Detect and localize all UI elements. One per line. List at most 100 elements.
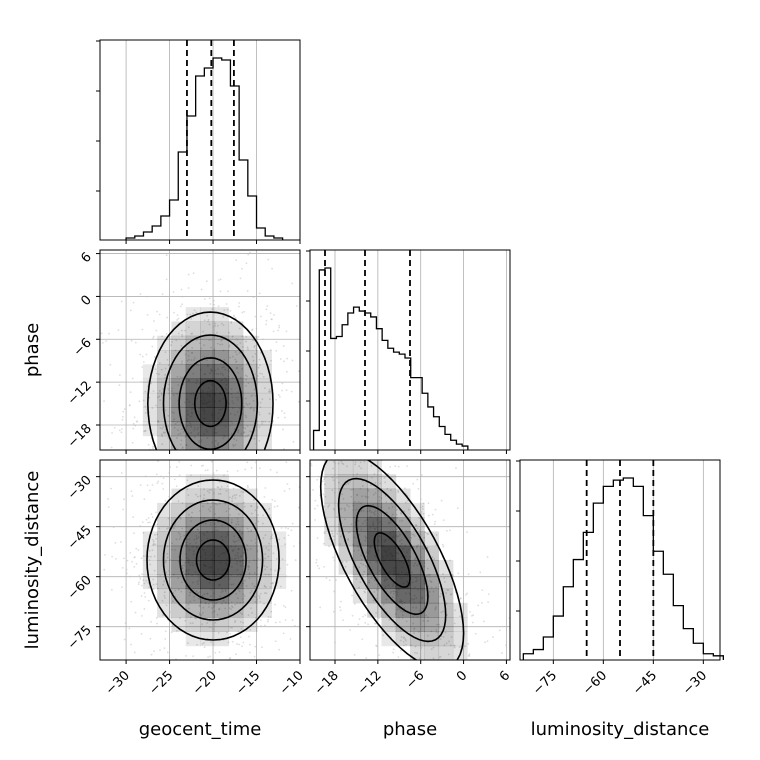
sample-point xyxy=(113,426,116,429)
sample-point xyxy=(505,644,507,647)
sample-point xyxy=(235,592,238,595)
sample-point xyxy=(264,420,267,423)
sample-point xyxy=(122,466,124,468)
sample-point xyxy=(279,585,282,588)
sample-point xyxy=(199,495,202,497)
sample-point xyxy=(275,398,277,401)
sample-point xyxy=(163,591,166,594)
sample-point xyxy=(253,388,256,391)
sample-point xyxy=(269,468,272,471)
sample-point xyxy=(172,393,175,396)
density-cell xyxy=(395,617,411,632)
density-cell xyxy=(200,307,215,322)
sample-point xyxy=(417,544,420,547)
sample-point xyxy=(254,509,257,512)
sample-point xyxy=(155,372,158,375)
density-cell xyxy=(338,531,354,547)
sample-point xyxy=(255,542,257,545)
sample-point xyxy=(210,346,212,349)
sample-point xyxy=(433,523,436,525)
sample-point xyxy=(246,290,249,292)
density-cell xyxy=(381,574,397,590)
density-cell xyxy=(171,545,187,561)
sample-point xyxy=(421,505,424,508)
sample-point xyxy=(211,308,214,310)
sample-point xyxy=(181,502,184,505)
sample-point xyxy=(283,448,285,450)
sample-point xyxy=(453,622,456,625)
sample-point xyxy=(148,489,151,492)
sample-point xyxy=(282,360,285,363)
sample-point xyxy=(331,530,333,533)
sample-point xyxy=(245,384,247,387)
sample-point xyxy=(214,666,216,668)
sample-point xyxy=(258,292,261,295)
sample-point xyxy=(426,616,429,619)
sample-point xyxy=(218,481,221,483)
sample-point xyxy=(336,516,339,518)
sample-point xyxy=(287,527,290,530)
y-tick-label: −6 xyxy=(71,336,95,360)
contour-level-2 xyxy=(337,477,447,643)
sample-point xyxy=(220,463,222,465)
sample-point xyxy=(136,420,139,423)
sample-point xyxy=(246,544,248,546)
sample-point xyxy=(197,528,200,531)
sample-point xyxy=(203,488,205,491)
sample-point xyxy=(371,453,373,455)
sample-point xyxy=(488,702,490,704)
sample-point xyxy=(336,532,339,535)
sample-point xyxy=(274,603,276,606)
sample-point xyxy=(356,545,359,548)
sample-point xyxy=(319,606,322,609)
sample-point xyxy=(234,317,237,319)
sample-point xyxy=(395,508,398,511)
sample-point xyxy=(323,483,326,486)
sample-point xyxy=(367,496,370,499)
sample-point xyxy=(377,589,380,592)
sample-point xyxy=(289,638,292,640)
sample-point xyxy=(504,693,506,695)
sample-point xyxy=(235,494,238,496)
sample-point xyxy=(166,651,169,654)
sample-point xyxy=(433,673,435,675)
sample-point xyxy=(111,432,113,434)
sample-point xyxy=(324,495,327,498)
sample-point xyxy=(262,522,264,525)
sample-point xyxy=(210,453,212,455)
sample-point xyxy=(340,460,343,463)
sample-point xyxy=(310,415,312,417)
sample-point xyxy=(239,611,242,614)
sample-point xyxy=(172,311,175,314)
sample-point xyxy=(174,549,177,551)
sample-point xyxy=(412,616,414,618)
sample-point xyxy=(423,536,426,539)
sample-point xyxy=(110,588,113,591)
sample-point xyxy=(245,416,248,419)
sample-point xyxy=(253,595,256,598)
sample-point xyxy=(354,463,357,466)
density-cell xyxy=(352,560,368,575)
sample-point xyxy=(191,511,193,514)
sample-point xyxy=(341,462,344,465)
density-cell xyxy=(214,321,230,337)
sample-point xyxy=(363,590,366,593)
sample-point xyxy=(268,507,271,510)
sample-point xyxy=(243,595,246,598)
sample-point xyxy=(209,510,211,513)
scatter-content xyxy=(310,453,510,704)
density-cell xyxy=(200,321,215,337)
density-cell xyxy=(228,392,244,408)
sample-point xyxy=(266,620,269,623)
sample-point xyxy=(248,482,250,484)
sample-point xyxy=(499,701,501,703)
contour-level-2 xyxy=(162,334,259,450)
sample-point xyxy=(273,500,276,502)
density-cell xyxy=(200,574,215,590)
sample-point xyxy=(156,482,159,485)
sample-point xyxy=(163,580,166,583)
sample-point xyxy=(248,561,251,564)
panel-frame xyxy=(99,459,301,661)
sample-point xyxy=(237,513,240,516)
sample-point xyxy=(481,589,484,592)
